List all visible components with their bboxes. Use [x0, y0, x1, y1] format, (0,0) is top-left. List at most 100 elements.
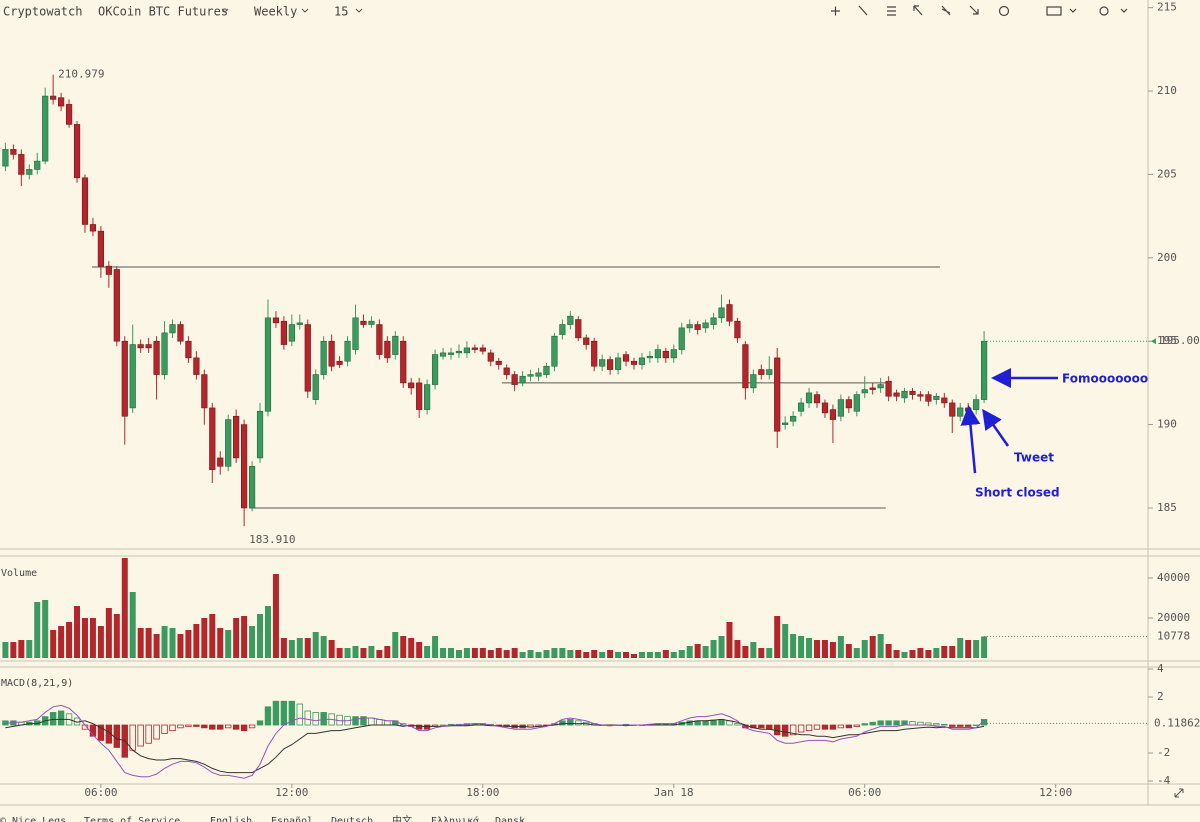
candle-body: [368, 320, 375, 325]
macd-histogram-bar: [933, 723, 940, 726]
volume-bar: [638, 652, 645, 658]
candle-body: [535, 372, 542, 377]
volume-bar: [591, 650, 598, 658]
candle-body: [431, 354, 439, 385]
toolbar: Cryptowatch OKCoin BTC Futures Weekly 15: [3, 5, 1128, 19]
candle-body: [742, 344, 749, 389]
candle-body: [58, 97, 65, 107]
footer-link[interactable]: © Nice Legs: [0, 816, 66, 822]
candle-body: [209, 407, 216, 470]
candle-body: [702, 322, 709, 329]
footer-link[interactable]: English: [210, 816, 252, 822]
candle-body: [638, 357, 646, 365]
macd-histogram-bar: [360, 716, 367, 726]
candle-body: [241, 424, 248, 509]
candle-body: [296, 322, 303, 325]
candle-body: [622, 354, 630, 362]
market-select[interactable]: OKCoin BTC Futures: [98, 5, 228, 19]
candle-body: [869, 387, 876, 390]
volume-bar: [74, 606, 81, 658]
volume-bar: [567, 650, 574, 658]
volume-bar: [479, 648, 486, 658]
candle-body: [583, 337, 590, 345]
footer-link[interactable]: Terms of Service: [84, 816, 180, 822]
macd-histogram-bar: [797, 724, 805, 733]
volume-bar: [702, 646, 709, 658]
footer-link[interactable]: Ελληνικά: [431, 815, 479, 822]
footer-link[interactable]: Dansk: [495, 816, 525, 822]
volume-bar: [432, 636, 439, 658]
macd-histogram-bar: [766, 724, 773, 730]
volume-bar: [885, 644, 892, 658]
macd-histogram-bar: [97, 724, 105, 741]
volume-bar: [249, 626, 256, 658]
volume-bar: [511, 648, 518, 658]
volume-bar: [973, 640, 980, 658]
volume-bar: [893, 650, 900, 658]
volume-bar: [750, 642, 757, 658]
y-tick-label: -2: [1157, 746, 1170, 759]
candle-body: [384, 340, 391, 359]
candle-body: [853, 394, 860, 412]
candle-body: [678, 327, 685, 350]
candle-body: [463, 347, 471, 354]
chevron: [301, 8, 309, 13]
candle-body: [980, 340, 988, 400]
macd-histogram-bar: [113, 724, 121, 748]
macd-histogram-bar: [789, 724, 797, 736]
interval-select[interactable]: 15: [334, 5, 348, 19]
candle-body: [782, 422, 789, 425]
macd-histogram-bar: [185, 724, 192, 727]
tool-icons[interactable]: [831, 5, 1128, 17]
candle-body: [288, 324, 295, 342]
candle-body: [113, 269, 120, 342]
candle-body: [280, 320, 287, 345]
volume-bar: [790, 634, 797, 658]
macd-histogram-bar: [758, 724, 765, 729]
macd-histogram-bar: [885, 720, 892, 726]
footer-link[interactable]: Deutsch: [331, 816, 373, 822]
macd-histogram-bar: [559, 720, 566, 726]
volume-bar: [97, 626, 104, 658]
volume-bar: [487, 650, 494, 658]
period-select[interactable]: Weekly: [254, 5, 297, 19]
candle-body: [933, 395, 940, 400]
candle-body: [416, 382, 423, 410]
candle-body: [455, 350, 463, 354]
candle-body: [758, 369, 765, 375]
volume-bar: [280, 638, 287, 658]
volume-bar: [861, 640, 868, 658]
volume-bar: [209, 614, 216, 658]
volume-bar: [288, 640, 295, 658]
candle-body: [591, 340, 598, 367]
macd-histogram-bar: [829, 724, 837, 730]
macd-histogram-bar: [853, 724, 860, 727]
macd-histogram-bar: [869, 721, 876, 726]
candle-body: [153, 340, 160, 375]
last-macd-label: 0.118626: [1154, 716, 1200, 729]
macd-histogram-bar: [718, 719, 725, 726]
volume-bar: [758, 648, 765, 658]
annotations: Fomooooooo Tweet Short closed: [960, 368, 1148, 500]
candle-body: [201, 374, 208, 409]
candle-body: [901, 390, 908, 399]
macd-histogram-bar: [352, 716, 359, 726]
footer-link[interactable]: Español: [271, 816, 313, 822]
candle-body: [797, 402, 805, 412]
last-price-marker: [1151, 338, 1156, 345]
expand-icon[interactable]: [1174, 788, 1184, 798]
footer-link[interactable]: 中文: [392, 814, 412, 822]
volume-bar: [551, 648, 558, 658]
volume-bar: [806, 638, 813, 658]
brand[interactable]: Cryptowatch: [3, 5, 82, 19]
volume-bar: [89, 618, 96, 658]
candle-body: [957, 407, 964, 417]
macd-histogram-bar: [280, 700, 288, 726]
candle-body: [424, 384, 431, 410]
volume-bar: [376, 650, 383, 658]
macd-histogram-bar: [224, 724, 232, 729]
volume-bar: [646, 652, 653, 658]
volume-bar: [933, 648, 940, 658]
